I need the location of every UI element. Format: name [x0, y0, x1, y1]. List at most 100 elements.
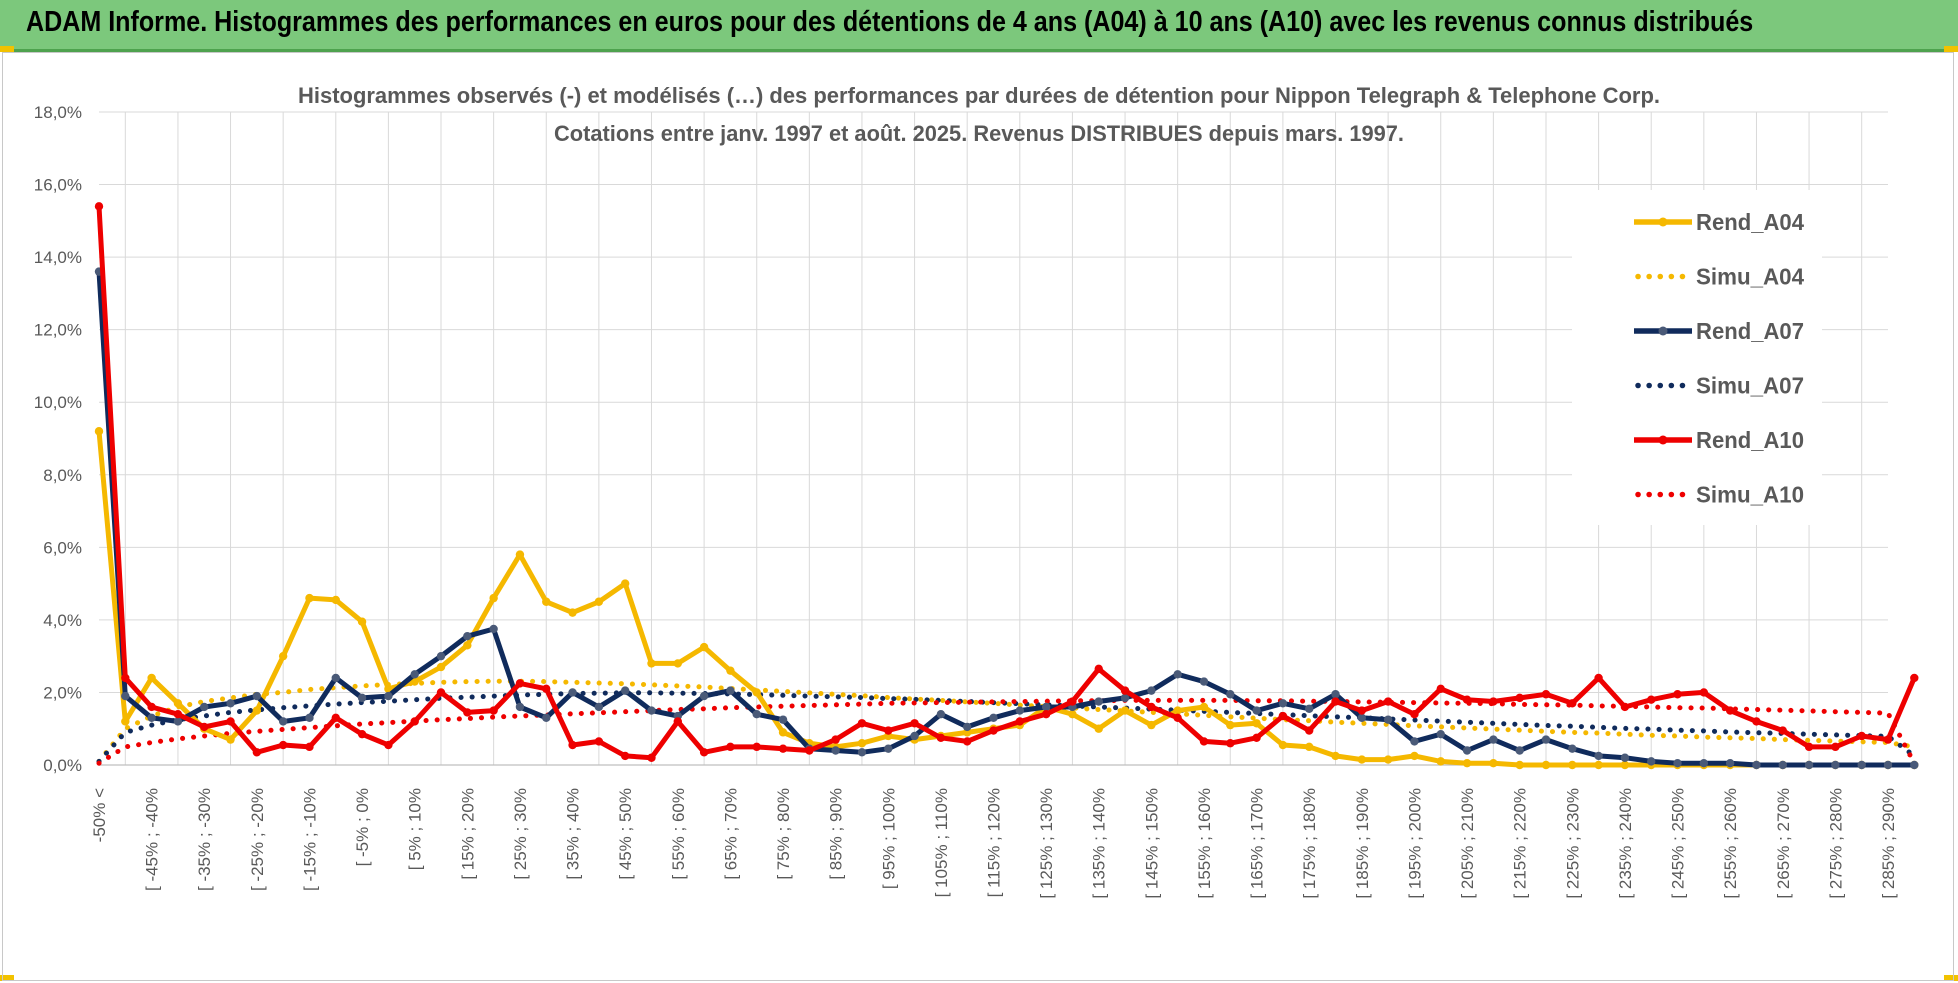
data-point	[620, 579, 630, 588]
data-point	[910, 731, 919, 741]
data-point	[1857, 760, 1866, 770]
legend-label: Rend_A10	[1696, 427, 1804, 453]
data-point	[1357, 755, 1367, 764]
data-point	[884, 744, 893, 753]
data-point	[1278, 740, 1288, 750]
x-tick-label: [ 85% ; 90%	[827, 788, 846, 880]
data-point	[1331, 751, 1340, 761]
data-point	[436, 688, 446, 697]
data-point	[1568, 744, 1577, 753]
data-point	[489, 706, 498, 715]
data-point	[1410, 737, 1419, 746]
data-point	[1462, 695, 1472, 704]
chart-frame	[2, 52, 1954, 981]
x-tick-label: [ 205% ; 210%	[1458, 788, 1477, 899]
data-point	[1725, 758, 1735, 768]
data-point	[1331, 697, 1340, 706]
legend-label: Rend_A04	[1696, 209, 1804, 235]
y-tick-label: 14,0%	[34, 248, 82, 267]
data-point	[1489, 697, 1498, 706]
data-point	[410, 677, 419, 686]
data-point	[252, 748, 262, 757]
x-tick-label: [ 15% ; 20%	[458, 788, 477, 880]
data-point	[910, 719, 919, 728]
data-point	[1015, 717, 1025, 726]
data-point	[384, 684, 393, 694]
data-point	[1120, 686, 1130, 695]
data-point	[1489, 758, 1498, 768]
data-point	[252, 706, 262, 715]
data-point	[778, 715, 788, 724]
data-point	[331, 595, 340, 605]
y-tick-label: 8,0%	[43, 466, 82, 485]
data-point	[1594, 751, 1603, 761]
x-tick-label: [ 5% ; 10%	[406, 788, 425, 870]
legend-item-Simu_A04: Simu_A04	[1635, 264, 1804, 290]
report-title: ADAM Informe. Histogrammes des performan…	[26, 6, 1754, 38]
data-point	[962, 722, 972, 732]
data-point	[778, 744, 788, 753]
data-point	[226, 717, 235, 726]
data-point	[857, 748, 867, 757]
data-point	[1252, 733, 1261, 742]
data-point	[1699, 688, 1709, 697]
data-point	[699, 748, 709, 757]
y-tick-label: 18,0%	[34, 103, 82, 122]
data-point	[1305, 726, 1314, 735]
data-point	[1094, 697, 1103, 706]
data-point	[726, 666, 735, 675]
data-point	[410, 670, 419, 679]
data-point	[1383, 715, 1393, 724]
data-point	[1173, 670, 1182, 679]
data-point	[673, 659, 682, 668]
data-point	[278, 740, 288, 750]
legend-label: Rend_A07	[1696, 318, 1804, 344]
data-point	[1804, 742, 1814, 752]
data-point	[1594, 673, 1603, 683]
data-point	[831, 735, 840, 744]
legend-label: Simu_A07	[1696, 373, 1804, 399]
data-point	[620, 751, 630, 761]
x-tick-label: [ 195% ; 200%	[1405, 788, 1424, 899]
data-point	[936, 710, 946, 719]
x-tick-label: [ -15% ; -10%	[300, 788, 319, 891]
corner-mark	[0, 975, 14, 981]
data-point	[1226, 720, 1235, 730]
data-point	[1041, 710, 1051, 719]
data-point	[647, 753, 656, 762]
data-point	[1147, 720, 1156, 730]
data-point	[699, 691, 709, 701]
series-line	[96, 690, 1917, 764]
data-point	[200, 722, 209, 732]
report-banner: ADAM Informe. Histogrammes des performan…	[0, 0, 1958, 52]
series-line	[96, 697, 1917, 766]
data-point	[1015, 706, 1025, 715]
data-point	[989, 726, 998, 735]
data-point	[1620, 702, 1630, 712]
data-point	[1647, 757, 1656, 766]
series-line	[96, 206, 1917, 761]
y-tick-label: 16,0%	[34, 176, 82, 195]
data-point	[1831, 760, 1840, 770]
data-point	[1568, 760, 1577, 770]
data-point	[305, 742, 314, 752]
data-point	[1436, 757, 1445, 766]
series-Rend_A10	[94, 202, 1919, 762]
legend-label: Simu_A04	[1696, 264, 1804, 290]
chart-title-line: Histogrammes observés (-) et modélisés (…	[298, 83, 1660, 108]
y-tick-label: 0,0%	[43, 756, 82, 775]
x-tick-label: [ 105% ; 110%	[932, 788, 951, 897]
x-tick-label: [ 165% ; 170%	[1248, 788, 1267, 899]
data-point	[331, 713, 340, 723]
data-point	[252, 691, 262, 701]
data-point	[200, 702, 209, 712]
data-point	[884, 726, 893, 735]
data-point	[1199, 737, 1209, 746]
x-tick-label: [ 125% ; 130%	[1037, 788, 1056, 899]
x-tick-label: [ 265% ; 270%	[1774, 788, 1793, 899]
data-point	[857, 739, 867, 748]
x-tick-label: [ 25% ; 30%	[511, 788, 530, 880]
x-tick-label: [ 235% ; 240%	[1616, 788, 1635, 899]
data-point	[1383, 755, 1393, 764]
data-point	[173, 699, 183, 708]
